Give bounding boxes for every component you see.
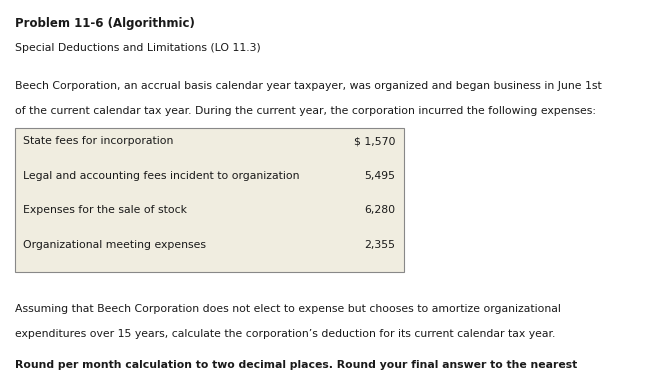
Text: Round per month calculation to two decimal places. Round your final answer to th: Round per month calculation to two decim… [15,360,577,370]
Text: 5,495: 5,495 [365,171,395,181]
Text: Legal and accounting fees incident to organization: Legal and accounting fees incident to or… [23,171,300,181]
Text: 6,280: 6,280 [364,206,395,215]
Text: Organizational meeting expenses: Organizational meeting expenses [23,240,206,250]
Text: expenditures over 15 years, calculate the corporation’s deduction for its curren: expenditures over 15 years, calculate th… [15,329,555,339]
Text: Problem 11-6 (Algorithmic): Problem 11-6 (Algorithmic) [15,17,194,30]
Text: Expenses for the sale of stock: Expenses for the sale of stock [23,206,188,215]
Text: $ 1,570: $ 1,570 [354,136,395,146]
Text: Assuming that Beech Corporation does not elect to expense but chooses to amortiz: Assuming that Beech Corporation does not… [15,303,560,313]
Text: State fees for incorporation: State fees for incorporation [23,136,174,146]
Text: 2,355: 2,355 [365,240,395,250]
Text: of the current calendar tax year. During the current year, the corporation incur: of the current calendar tax year. During… [15,106,596,117]
Text: Special Deductions and Limitations (LO 11.3): Special Deductions and Limitations (LO 1… [15,42,261,52]
Text: Beech Corporation, an accrual basis calendar year taxpayer, was organized and be: Beech Corporation, an accrual basis cale… [15,81,601,91]
FancyBboxPatch shape [15,128,404,272]
